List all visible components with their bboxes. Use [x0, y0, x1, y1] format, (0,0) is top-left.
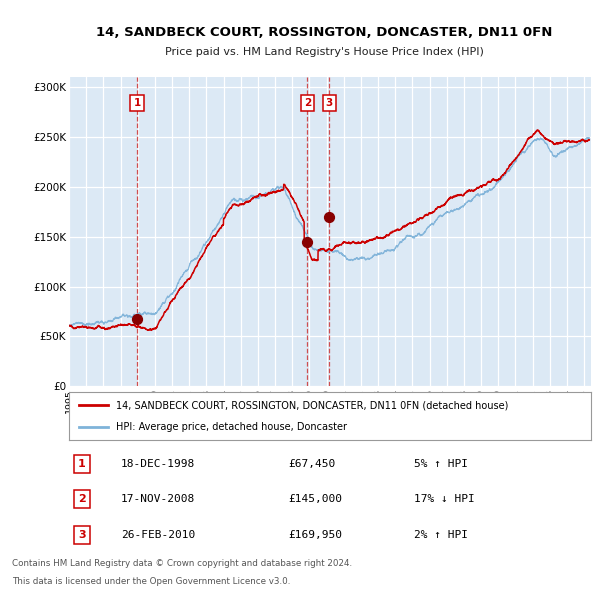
Text: HPI: Average price, detached house, Doncaster: HPI: Average price, detached house, Donc… [116, 422, 347, 432]
Text: This data is licensed under the Open Government Licence v3.0.: This data is licensed under the Open Gov… [12, 577, 290, 586]
Text: 14, SANDBECK COURT, ROSSINGTON, DONCASTER, DN11 0FN (detached house): 14, SANDBECK COURT, ROSSINGTON, DONCASTE… [116, 400, 508, 410]
Text: £145,000: £145,000 [288, 494, 342, 504]
Text: 18-DEC-1998: 18-DEC-1998 [121, 458, 196, 468]
Text: 2% ↑ HPI: 2% ↑ HPI [413, 530, 467, 540]
Text: Price paid vs. HM Land Registry's House Price Index (HPI): Price paid vs. HM Land Registry's House … [164, 47, 484, 57]
Text: 2: 2 [304, 98, 311, 108]
Text: 1: 1 [133, 98, 140, 108]
Text: 2: 2 [78, 494, 86, 504]
Text: 1: 1 [78, 458, 86, 468]
Text: 17-NOV-2008: 17-NOV-2008 [121, 494, 196, 504]
Text: 5% ↑ HPI: 5% ↑ HPI [413, 458, 467, 468]
Text: 14, SANDBECK COURT, ROSSINGTON, DONCASTER, DN11 0FN: 14, SANDBECK COURT, ROSSINGTON, DONCASTE… [96, 26, 552, 39]
Text: 3: 3 [78, 530, 86, 540]
Point [132, 314, 142, 324]
Text: 17% ↓ HPI: 17% ↓ HPI [413, 494, 474, 504]
Text: £169,950: £169,950 [288, 530, 342, 540]
Text: £67,450: £67,450 [288, 458, 335, 468]
Text: 3: 3 [326, 98, 333, 108]
Text: Contains HM Land Registry data © Crown copyright and database right 2024.: Contains HM Land Registry data © Crown c… [12, 559, 352, 568]
Point [325, 212, 334, 221]
Point [302, 237, 312, 246]
Text: 26-FEB-2010: 26-FEB-2010 [121, 530, 196, 540]
